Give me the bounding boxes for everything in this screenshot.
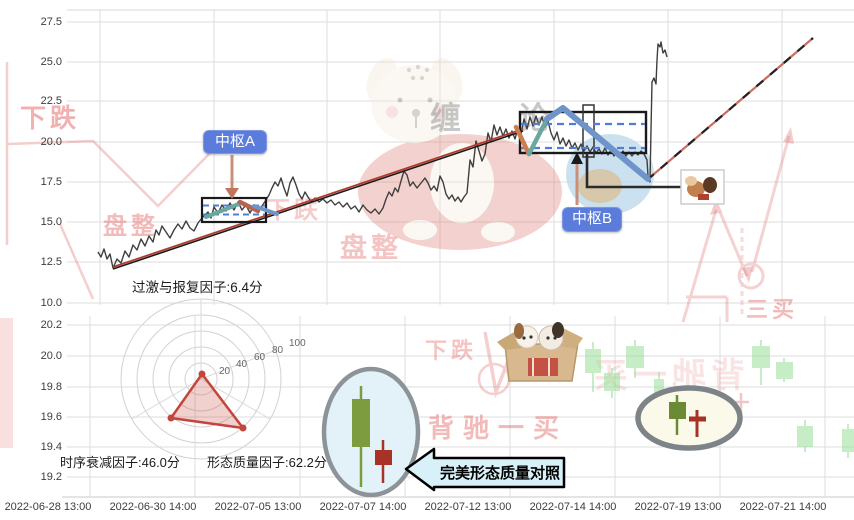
ytick-27-5: 27.5 bbox=[40, 16, 62, 28]
red-watermark-shapes-left bbox=[5, 62, 215, 300]
callout-text: 完美形态质量对照 bbox=[439, 465, 560, 482]
pivot-a-arrow bbox=[225, 155, 239, 199]
xtick-0719: 2022-07-19 13:00 bbox=[634, 501, 722, 513]
callout-arrow bbox=[404, 447, 566, 492]
puppies-box-image bbox=[497, 322, 583, 382]
ytick-19-6: 19.6 bbox=[40, 411, 62, 423]
ytick-17-5: 17.5 bbox=[40, 176, 62, 188]
radar-grid bbox=[120, 298, 282, 460]
ytick-22-5: 22.5 bbox=[40, 95, 62, 107]
xtick-0712: 2022-07-12 13:00 bbox=[424, 501, 512, 513]
pattern-ellipse-2 bbox=[635, 385, 743, 451]
green-candle2-body bbox=[669, 402, 686, 419]
xtick-0630: 2022-06-30 14:00 bbox=[109, 501, 197, 513]
radar-polygon bbox=[169, 372, 245, 430]
radar-vertex-dot bbox=[198, 370, 206, 378]
watermark-third-buy: 三买 bbox=[746, 297, 799, 322]
radar-vertex-dot bbox=[167, 414, 175, 422]
ytick-19-8: 19.8 bbox=[40, 381, 62, 393]
green-candle-watermarks bbox=[585, 340, 854, 458]
watermark-chan: 缠 bbox=[430, 101, 461, 136]
connector-line bbox=[585, 153, 681, 189]
watermark-decline-topleft: 下跌 bbox=[20, 103, 81, 133]
red-watermark-shapes-right bbox=[681, 127, 794, 323]
ytick-10-0: 10.0 bbox=[40, 297, 62, 309]
green-candle-body bbox=[352, 399, 370, 447]
bottom-grid bbox=[67, 316, 854, 497]
pivot-b-label: 中枢B bbox=[562, 207, 622, 232]
radar-vertex-dot bbox=[239, 424, 247, 432]
pivot-box-b bbox=[513, 104, 651, 182]
factor-shape-text: 形态质量因子:62.2分 bbox=[207, 455, 327, 470]
ytick-20-0: 20.0 bbox=[40, 136, 62, 148]
watermark-divergence-buy: 背驰一买 bbox=[428, 413, 569, 443]
mini-dog-image bbox=[680, 169, 725, 205]
watermark-decline-bottom: 下跌 bbox=[425, 338, 478, 363]
factor-overshoot-text: 过激与报复因子:6.4分 bbox=[132, 280, 263, 295]
pivot-a-label: 中枢A bbox=[203, 130, 267, 154]
pattern-ellipse-1 bbox=[321, 366, 421, 498]
ytick-25-0: 25.0 bbox=[40, 56, 62, 68]
pivot-box-a bbox=[200, 196, 279, 224]
xtick-0707: 2022-07-07 14:00 bbox=[319, 501, 407, 513]
watermark-lun: 论 bbox=[518, 101, 549, 136]
buddha-dog-watermark bbox=[358, 58, 562, 250]
ytick-19-2: 19.2 bbox=[40, 471, 62, 483]
ytick-20-0b: 20.0 bbox=[40, 350, 62, 362]
watermark-consolidation-1: 盘整 bbox=[103, 213, 159, 240]
ytick-12-5: 12.5 bbox=[40, 256, 62, 268]
ytick-20-2: 20.2 bbox=[40, 319, 62, 331]
trend-line-black bbox=[112, 130, 524, 270]
ytick-19-4: 19.4 bbox=[40, 441, 62, 453]
pink-edge-watermark bbox=[0, 318, 13, 448]
factor-decay-text: 时序衰减因子:46.0分 bbox=[60, 455, 180, 470]
ytick-15-0: 15.0 bbox=[40, 216, 62, 228]
trend-line-red bbox=[112, 128, 524, 268]
watermark-consolidation-2: 盘整 bbox=[340, 233, 402, 263]
xtick-0714: 2022-07-14 14:00 bbox=[529, 501, 617, 513]
red-candle-body bbox=[375, 450, 392, 465]
price-line bbox=[97, 41, 668, 269]
projection-line-dashes bbox=[646, 37, 814, 181]
pivot-b-arrow bbox=[571, 152, 583, 205]
xtick-0721: 2022-07-21 14:00 bbox=[739, 501, 827, 513]
radar-tick-20: 20 bbox=[219, 366, 231, 377]
radar-tick-40: 40 bbox=[236, 359, 248, 370]
xtick-0705: 2022-07-05 13:00 bbox=[214, 501, 302, 513]
radar-dots bbox=[167, 370, 247, 432]
radar-tick-80: 80 bbox=[272, 345, 284, 356]
radar-tick-60: 60 bbox=[254, 352, 266, 363]
radar-tick-100: 100 bbox=[289, 338, 306, 349]
xtick-0628: 2022-06-28 13:00 bbox=[4, 501, 92, 513]
